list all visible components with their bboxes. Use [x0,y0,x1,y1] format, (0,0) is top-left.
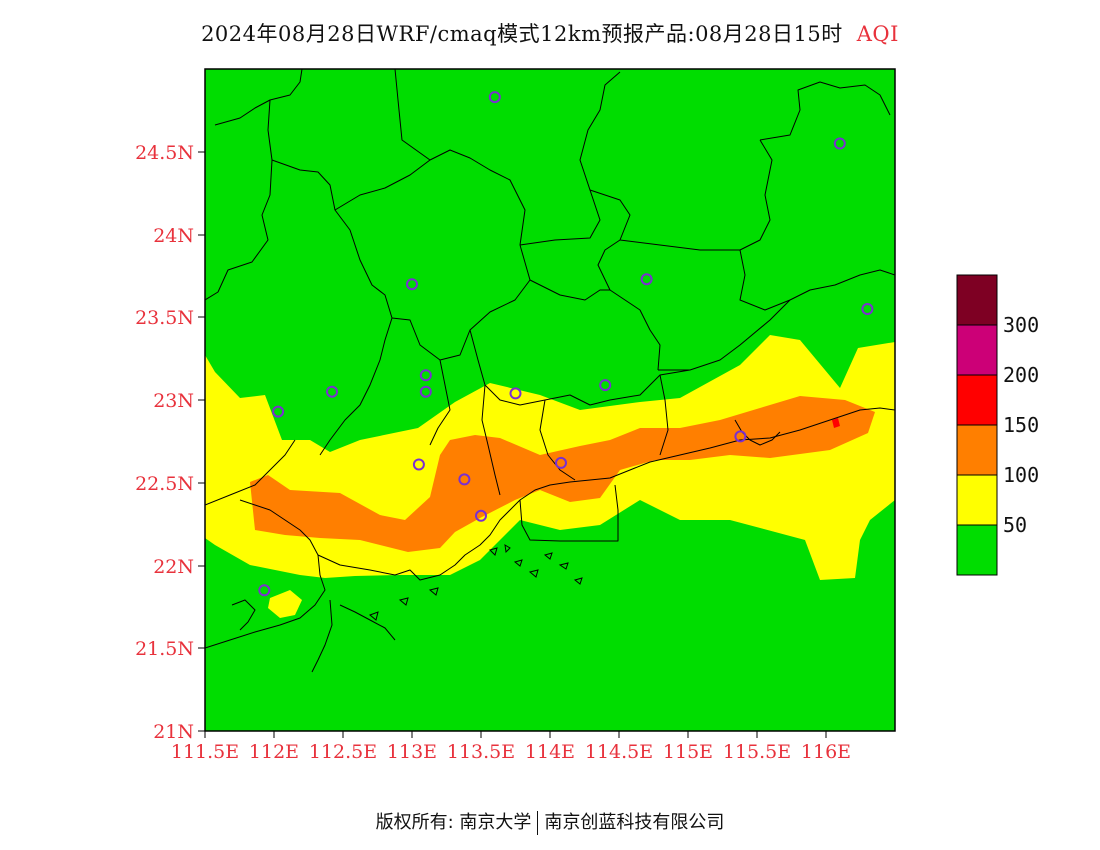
x-tick-label: 112.5E [309,741,377,763]
station-marker [861,303,874,315]
station-marker [419,385,432,398]
station-marker [326,385,338,398]
station-marker [272,405,285,418]
x-tick-label: 114.5E [585,741,653,763]
unhealthy-sensitive-aqi-area [250,396,875,552]
legend-label: 150 [1003,413,1039,437]
y-tick-label: 21N [153,721,194,743]
y-tick-label: 24N [153,225,194,247]
station-marker [475,509,487,522]
y-tick-label: 22.5N [135,473,194,495]
map-figure: 111.5E 112E 112.5E 113E 113.5E 114E 114.… [135,68,1039,763]
x-axis: 111.5E 112E 112.5E 113E 113.5E 114E 114.… [171,731,851,763]
copyright-left: 版权所有: 南京大学 [375,812,532,833]
footer-divider [537,811,539,835]
color-legend: 50 100 150 200 300 [956,274,1039,576]
legend-label: 300 [1003,313,1039,337]
y-tick-label: 22N [153,556,194,578]
copyright-footer: 版权所有: 南京大学 南京创蓝科技有限公司 [0,808,1100,835]
legend-swatch-unhealthy-sensitive [956,424,998,476]
legend-swatch-good [956,524,998,576]
y-tick-label: 21.5N [135,638,194,660]
legend-swatch-hazardous [956,274,998,326]
y-tick-label: 23.5N [135,307,194,329]
x-tick-label: 111.5E [171,741,239,763]
unhealthy-aqi-spot [832,418,840,428]
legend-swatch-unhealthy [956,374,998,426]
legend-label: 100 [1003,463,1039,487]
station-marker [419,369,432,382]
station-marker [640,273,653,286]
legend-swatch-very-unhealthy [956,324,998,376]
y-axis: 24.5N 24N 23.5N 23N 22.5N 22N 21.5N 21N [135,142,205,743]
station-marker [599,379,612,392]
aqi-field [205,69,895,731]
station-marker [734,430,747,443]
station-marker [833,137,846,150]
x-tick-label: 112E [249,741,299,763]
coastal-islands [369,544,583,621]
variable-label: AQI [856,22,899,46]
y-tick-label: 24.5N [135,142,194,164]
admin-boundaries [205,69,895,673]
station-marker [555,456,567,469]
station-marker [412,458,425,471]
legend-label: 200 [1003,363,1039,387]
y-tick-label: 23N [153,390,194,412]
x-tick-label: 114E [525,741,575,763]
legend-label: 50 [1003,513,1027,537]
monitoring-stations [258,91,874,597]
moderate-aqi-patch [268,590,302,618]
station-marker [406,278,418,291]
map-title: 2024年08月28日WRF/cmaq模式12km预报产品:08月28日15时 A… [0,18,1100,48]
station-marker [458,473,471,486]
station-marker [258,584,271,597]
x-tick-label: 113E [387,741,437,763]
legend-swatch-moderate [956,474,998,526]
copyright-right: 南京创蓝科技有限公司 [544,812,725,833]
x-tick-label: 113.5E [447,741,515,763]
x-tick-label: 115E [663,741,713,763]
station-marker [509,387,522,400]
x-tick-label: 115.5E [723,741,791,763]
x-tick-label: 116E [801,741,851,763]
map-title-text: 2024年08月28日WRF/cmaq模式12km预报产品:08月28日15时 [201,22,843,46]
station-marker [488,91,501,104]
